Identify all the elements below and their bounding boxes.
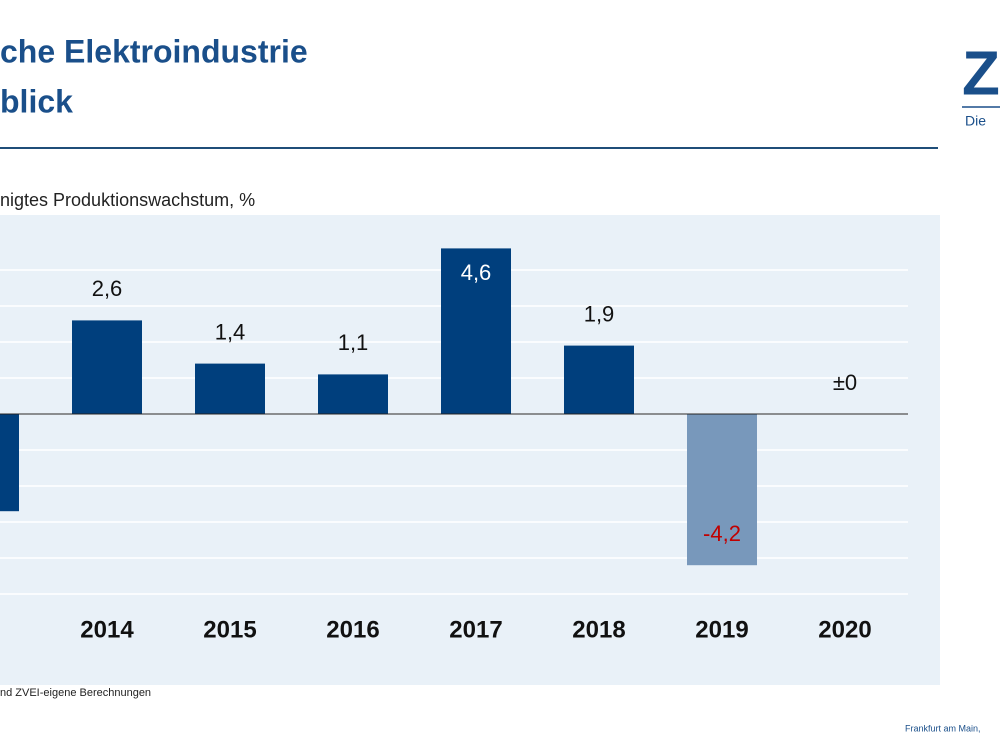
bar — [0, 414, 19, 512]
x-tick-label: 2014 — [80, 616, 134, 643]
x-tick-label: 2018 — [572, 616, 625, 643]
subtitle: nigtes Produktionswachstum, % — [0, 190, 255, 210]
logo-tagline: Die — [965, 113, 986, 129]
x-tick-label: 2015 — [203, 616, 256, 643]
value-label: 4,6 — [461, 260, 492, 285]
bar — [687, 414, 757, 566]
bar — [195, 363, 265, 414]
value-label: 1,1 — [338, 330, 369, 355]
logo: Z — [962, 39, 1000, 108]
bar — [72, 320, 142, 414]
bar — [441, 248, 511, 414]
value-label: 2,6 — [92, 276, 123, 301]
title-line: blick — [0, 83, 73, 119]
x-tick-label: 2020 — [818, 616, 871, 643]
value-label: -4,2 — [703, 521, 741, 546]
footnote: nd ZVEI-eigene Berechnungen — [0, 687, 151, 699]
bar — [318, 374, 388, 414]
value-label: 1,4 — [215, 319, 246, 344]
value-label: 1,9 — [584, 301, 615, 326]
location: Frankfurt am Main, — [905, 723, 981, 733]
x-tick-label: 2019 — [695, 616, 748, 643]
value-label: ±0 — [833, 370, 857, 395]
title-line: che Elektroindustrie — [0, 33, 308, 69]
bar — [564, 345, 634, 414]
x-tick-label: 2017 — [449, 616, 502, 643]
x-tick-label: 2016 — [326, 616, 379, 643]
